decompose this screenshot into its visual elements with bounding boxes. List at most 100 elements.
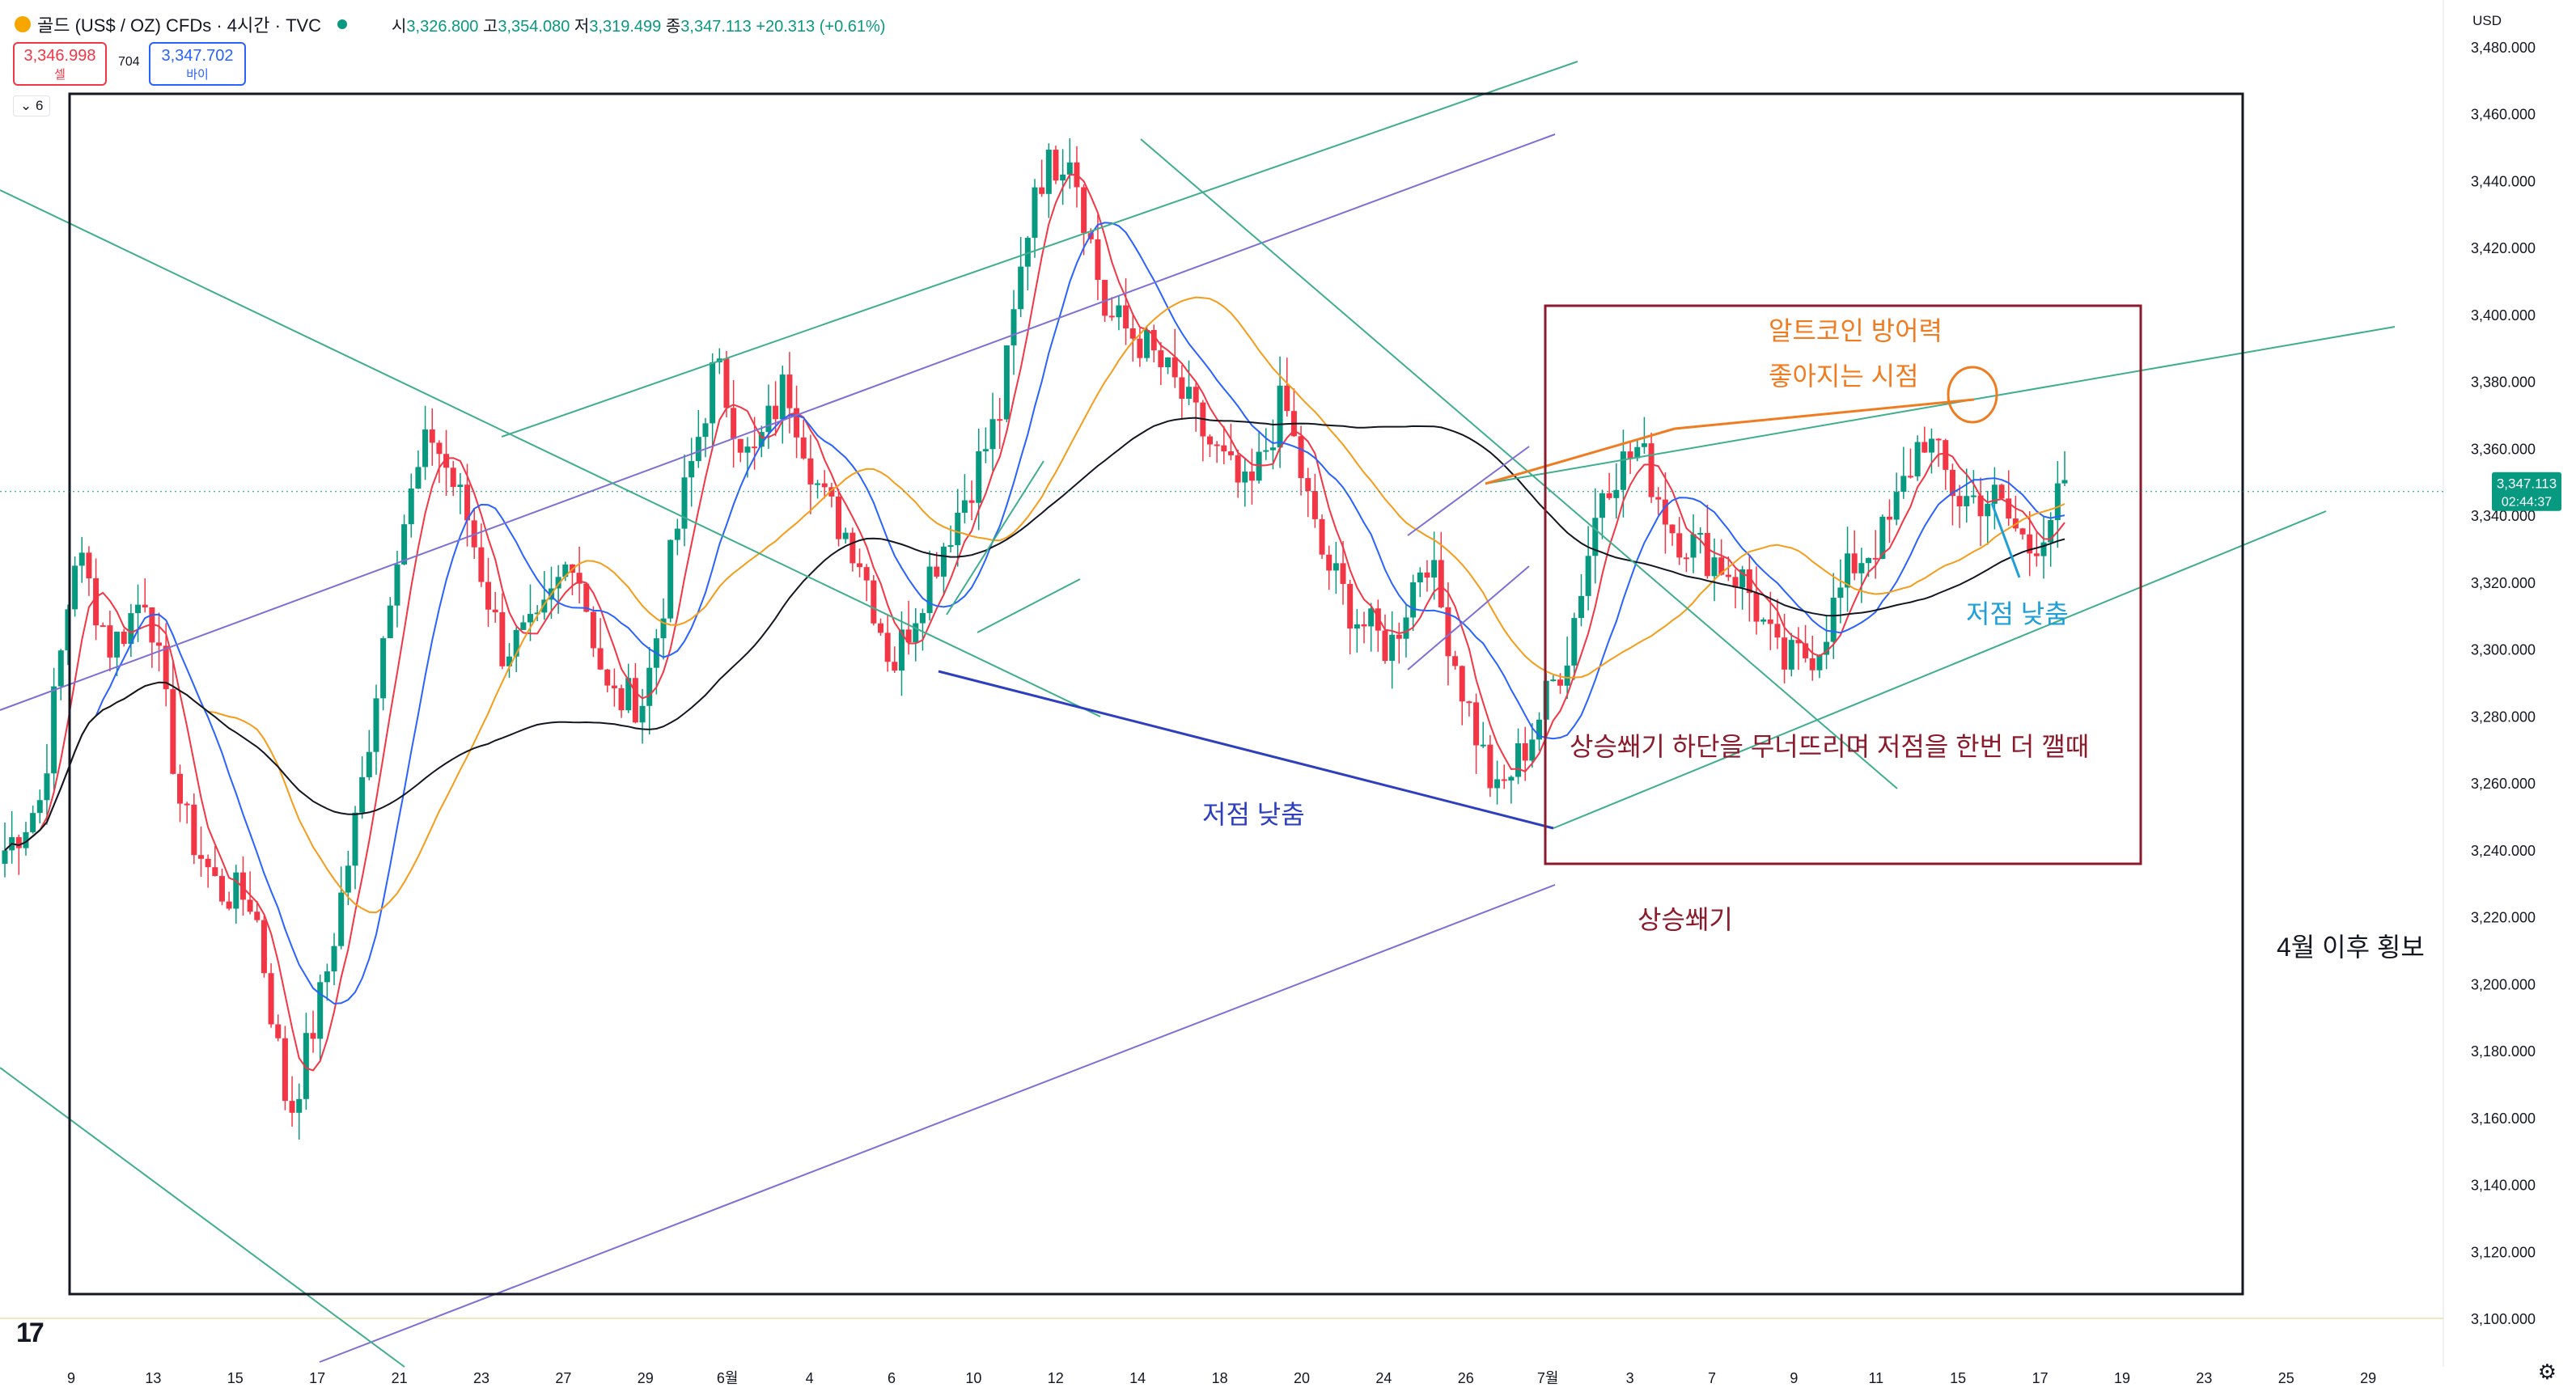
wedge-lower-line [1553, 510, 2327, 829]
candle-body [1123, 305, 1129, 329]
ma-black-line [4, 417, 2065, 852]
annotation-lower-low-left: 저점 낮춤 [1202, 800, 1305, 829]
time-tick-label: 7 [1708, 1370, 1716, 1386]
settings-gear-icon[interactable]: ⚙ [2537, 1360, 2557, 1384]
drawings [0, 61, 2396, 1368]
candle-body [1066, 162, 1073, 175]
candle-body [1494, 779, 1501, 789]
annotation-sideways: 4월 이후 횡보 [2277, 933, 2425, 962]
candle-body [723, 358, 730, 408]
candle-body [765, 405, 772, 433]
candle-body [282, 1038, 288, 1102]
time-tick-label: 9 [67, 1370, 75, 1386]
candle-body [1165, 357, 1171, 368]
candle-body [968, 500, 975, 503]
candle-body [78, 552, 85, 566]
candle-body [380, 638, 387, 699]
candle-body [1480, 744, 1486, 747]
candle-body [1102, 280, 1108, 316]
candle-body [1648, 443, 1654, 497]
candle-body [919, 613, 926, 624]
low-label: 저 [574, 18, 590, 36]
candle-body [499, 612, 506, 666]
candle-body [1985, 503, 1991, 517]
candle-body [1529, 739, 1536, 761]
candle-body [863, 567, 870, 581]
candle-body [1459, 666, 1465, 702]
ma-red-line [4, 173, 2065, 1072]
candle-body [1900, 476, 1907, 493]
price-tick-label: 3,320.000 [2471, 575, 2536, 591]
candle-body [275, 1024, 282, 1039]
time-tick-label: 13 [145, 1370, 161, 1386]
candle-body [506, 656, 513, 666]
candle-body [800, 437, 807, 459]
candle-body [394, 564, 400, 606]
price-tick-label: 3,340.000 [2471, 508, 2536, 524]
candle-body [387, 605, 393, 639]
price-tick-label: 3,460.000 [2471, 107, 2536, 123]
candle-body [1466, 701, 1472, 704]
candle-body [520, 622, 527, 630]
candle-body [1340, 563, 1346, 584]
candle-body [1227, 451, 1234, 455]
candle-body [1803, 643, 1809, 658]
tradingview-logo-icon[interactable]: 17 [16, 1318, 44, 1348]
candle-body [2027, 534, 2033, 554]
candle-body [1592, 518, 1599, 556]
annotation-rising-wedge: 상승쐐기 [1638, 905, 1733, 934]
candle-body [1782, 637, 1788, 670]
candle-body [1284, 385, 1290, 412]
candle-body [1578, 595, 1584, 619]
candle-body [1108, 315, 1115, 318]
candle-body [93, 577, 100, 626]
time-axis[interactable]: 9 13 15 17 21 23 27 29 6월 4 6 10 12 14 18 20 24 26 7월 3 7 9 11… [67, 1370, 2376, 1386]
price-axis[interactable]: 3,480.000 3,460.000 3,440.000 3,420.000 3,40… [0, 40, 2561, 1327]
candle-body [1704, 532, 1710, 577]
candle-body [303, 1033, 309, 1099]
currency-label[interactable]: USD [2472, 13, 2502, 28]
candle-body [1767, 619, 1773, 624]
candle-body [934, 566, 940, 577]
candle-body [1248, 472, 1255, 481]
candle-body [1634, 446, 1641, 459]
buy-button[interactable]: 3,347.702 바이 [149, 42, 246, 86]
time-tick-label: 10 [965, 1370, 981, 1386]
purple-mini-lower [1407, 565, 1530, 671]
candle-body [1144, 329, 1150, 358]
candle-body [121, 632, 127, 645]
candle-body [1928, 438, 1934, 453]
indicator-collapse-toggle[interactable]: ⌄ 6 [13, 95, 51, 116]
candle-body [794, 408, 800, 438]
candle-body [836, 496, 842, 539]
candle-body [1473, 702, 1480, 746]
lower-low-trendline-left [938, 670, 1554, 830]
candle-body [667, 539, 674, 619]
candle-body [1305, 478, 1311, 492]
candle-body [478, 547, 485, 582]
candle-body [1221, 445, 1227, 452]
time-tick-label: 24 [1375, 1370, 1392, 1386]
candle-body [1361, 624, 1367, 627]
candle-body [1774, 624, 1781, 638]
symbol-title[interactable]: 골드 (US$ / OZ) CFDs · 4시간 · TVC [15, 11, 348, 37]
candle-body [1389, 634, 1396, 662]
indicator-count: 6 [35, 98, 44, 113]
candle-body [1206, 436, 1213, 445]
candle-body [913, 623, 919, 643]
candle-body [976, 451, 982, 503]
candle-body [1396, 634, 1402, 639]
candle-body [541, 599, 548, 613]
candle-body [1866, 557, 1872, 564]
candle-body [1501, 779, 1507, 781]
candle-body [752, 446, 758, 449]
candle-body [702, 423, 709, 438]
candle-body [688, 461, 695, 478]
close-value: 3,347.113 [680, 18, 752, 36]
price-tick-label: 3,100.000 [2471, 1311, 2536, 1327]
candle-body [576, 573, 583, 584]
sell-button[interactable]: 3,346.998 셀 [13, 42, 107, 86]
candle-body [821, 483, 828, 488]
candle-body [1438, 560, 1444, 607]
